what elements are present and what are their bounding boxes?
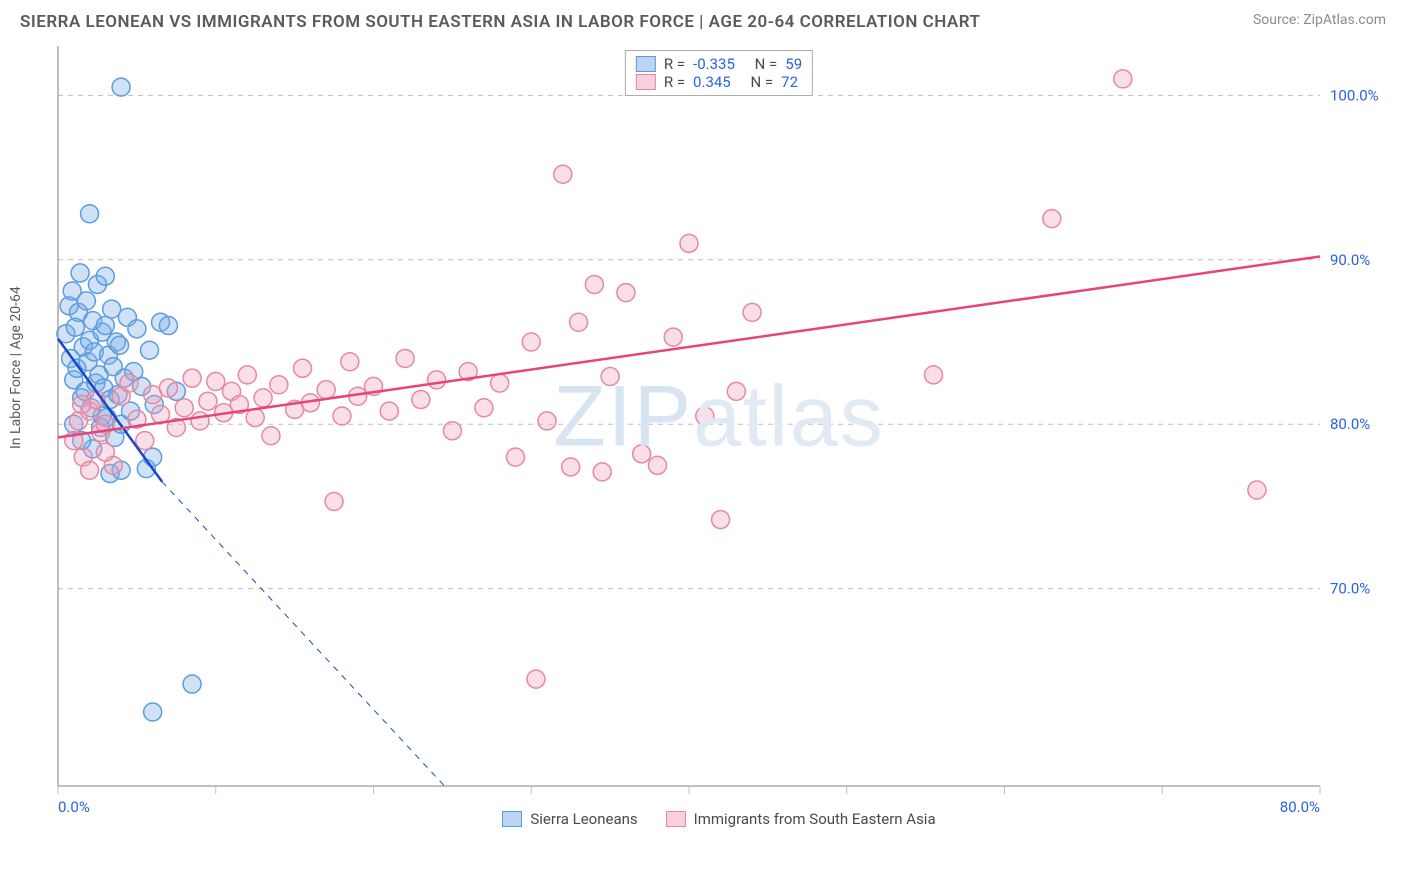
swatch-pink-icon	[666, 811, 686, 827]
legend-item: Sierra Leoneans	[502, 810, 637, 828]
source-label: Source: ZipAtlas.com	[1253, 12, 1386, 28]
legend-r-label: R =	[664, 73, 685, 91]
legend-top: R = -0.335 N = 59 R = 0.345 N = 72	[625, 50, 813, 96]
svg-text:70.0%: 70.0%	[1330, 580, 1370, 598]
chart-title: SIERRA LEONEAN VS IMMIGRANTS FROM SOUTH …	[20, 12, 980, 32]
chart-area: In Labor Force | Age 20-64 70.0%80.0%90.…	[48, 38, 1390, 828]
legend-top-row: R = 0.345 N = 72	[636, 73, 802, 91]
swatch-blue-icon	[502, 811, 522, 827]
svg-text:80.0%: 80.0%	[1330, 415, 1370, 433]
legend-r-label: R =	[664, 55, 685, 73]
legend-item-label: Immigrants from South Eastern Asia	[694, 810, 936, 828]
swatch-pink-icon	[636, 74, 656, 90]
legend-item-label: Sierra Leoneans	[530, 810, 637, 828]
y-axis-label: In Labor Force | Age 20-64	[8, 286, 24, 449]
svg-text:90.0%: 90.0%	[1330, 251, 1370, 269]
scatter-plot: 70.0%80.0%90.0%100.0%0.0%80.0%	[48, 38, 1390, 828]
legend-item: Immigrants from South Eastern Asia	[666, 810, 936, 828]
svg-text:100.0%: 100.0%	[1330, 86, 1379, 104]
legend-top-row: R = -0.335 N = 59	[636, 55, 802, 73]
legend-n-label: N =	[750, 73, 773, 91]
swatch-blue-icon	[636, 56, 656, 72]
legend-r-value: -0.335	[693, 55, 735, 73]
legend-bottom: Sierra Leoneans Immigrants from South Ea…	[48, 810, 1390, 828]
legend-n-value: 72	[781, 73, 798, 91]
legend-n-value: 59	[785, 55, 802, 73]
legend-n-label: N =	[755, 55, 778, 73]
legend-r-value: 0.345	[693, 73, 731, 91]
